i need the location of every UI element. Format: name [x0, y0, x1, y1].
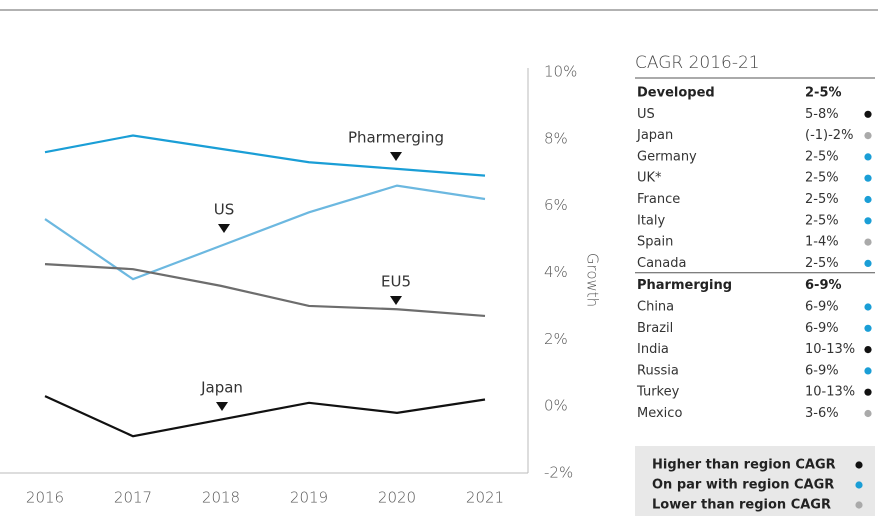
row-value: 3-6% [805, 406, 839, 421]
series-label: Japan [200, 379, 243, 397]
status-dot [864, 153, 872, 161]
legend-label: Lower than region CAGR [652, 498, 831, 513]
row-name: Brazil [637, 321, 673, 336]
row-value: 5-8% [805, 107, 839, 122]
row-name: Japan [636, 128, 673, 143]
status-dot [864, 303, 872, 311]
row-name: US [637, 107, 655, 122]
row-value: 2-5% [805, 213, 839, 228]
row-name: Spain [637, 235, 673, 250]
series-marker [218, 224, 230, 233]
group-name: Developed [637, 86, 715, 101]
row-name: China [637, 300, 674, 315]
x-tick-label: 2021 [466, 489, 504, 507]
row-value: 2-5% [805, 192, 839, 207]
row-name: France [637, 192, 680, 207]
row-value: 10-13% [805, 342, 855, 357]
status-dot [864, 217, 872, 225]
row-name: Mexico [637, 406, 682, 421]
status-dot [864, 388, 872, 396]
status-dot [864, 409, 872, 418]
series-marker [390, 152, 402, 161]
line [44, 263, 486, 318]
row-value: 6-9% [805, 363, 839, 378]
line [44, 395, 486, 438]
legend-dot [855, 481, 863, 489]
series-label: Pharmerging [348, 129, 444, 147]
x-tick-label: 2017 [114, 489, 152, 507]
group-value: 2-5% [805, 86, 842, 101]
status-dot [864, 367, 872, 375]
y-axis-label: Growth [584, 253, 602, 307]
row-name: India [637, 342, 669, 357]
row-name: Italy [637, 213, 666, 228]
row-value: 2-5% [805, 256, 839, 271]
legend-label: Higher than region CAGR [652, 458, 836, 473]
legend-dot [855, 461, 863, 469]
status-dot [864, 238, 872, 246]
x-tick-label: 2020 [378, 489, 416, 507]
x-tick-label: 2019 [290, 489, 328, 507]
status-dot [864, 346, 872, 354]
row-value: 2-5% [805, 149, 839, 164]
y-tick-label: 2% [544, 330, 568, 348]
row-value: 2-5% [805, 171, 839, 186]
status-dot [864, 259, 872, 267]
row-name: UK* [637, 171, 662, 186]
legend-dot [855, 501, 863, 509]
row-value: 6-9% [805, 321, 839, 336]
y-tick-label: 10% [544, 63, 577, 81]
group-value: 6-9% [805, 278, 842, 293]
y-tick-label: 4% [544, 263, 568, 281]
status-dot [864, 324, 872, 332]
legend-label: On par with region CAGR [652, 478, 834, 493]
row-name: Turkey [636, 385, 680, 400]
line [44, 134, 486, 177]
legend-box [635, 446, 875, 516]
row-value: 10-13% [805, 385, 855, 400]
x-tick-label: 2016 [26, 489, 64, 507]
series-marker [216, 402, 228, 411]
y-tick-label: 8% [544, 129, 568, 147]
y-tick-label: 0% [544, 397, 568, 415]
row-name: Russia [637, 363, 679, 378]
row-name: Canada [637, 256, 686, 271]
row-value: 6-9% [805, 300, 839, 315]
status-dot [864, 132, 872, 140]
status-dot [864, 110, 872, 118]
row-value: (-1)-2% [805, 128, 853, 143]
series-marker [390, 296, 402, 305]
series-label: EU5 [381, 273, 411, 291]
table-title: CAGR 2016-21 [635, 53, 760, 73]
status-dot [864, 195, 872, 204]
row-value: 1-4% [805, 235, 839, 250]
line [44, 184, 486, 281]
row-name: Germany [637, 149, 697, 164]
x-tick-label: 2018 [202, 489, 240, 507]
group-name: Pharmerging [637, 278, 732, 293]
status-dot [864, 174, 872, 182]
y-tick-label: 6% [544, 196, 568, 214]
y-tick-label: -2% [544, 464, 573, 482]
series-label: US [214, 201, 235, 219]
